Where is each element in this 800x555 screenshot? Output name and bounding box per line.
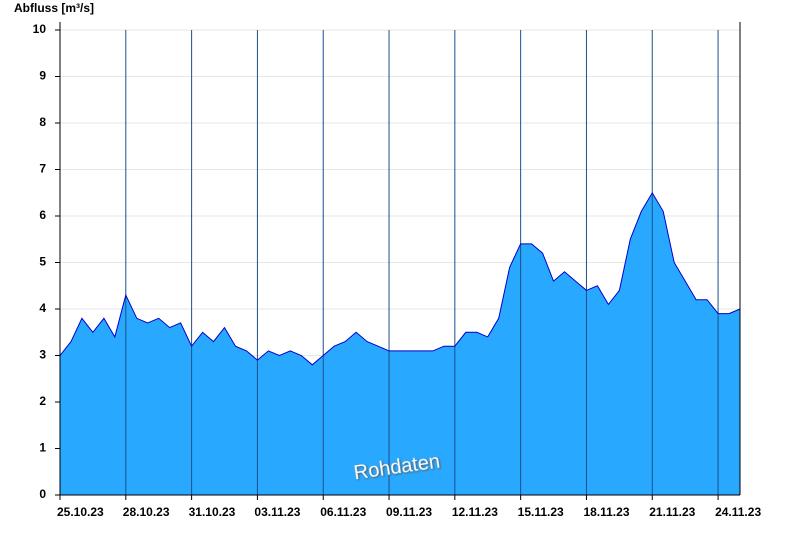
y-tick-label: 6 xyxy=(39,208,46,222)
y-tick-label: 1 xyxy=(39,441,46,455)
y-tick-label: 4 xyxy=(39,301,46,315)
x-tick-label: 03.11.23 xyxy=(254,505,300,519)
x-tick-label: 15.11.23 xyxy=(518,505,564,519)
y-tick-label: 3 xyxy=(39,348,46,362)
y-tick-label: 7 xyxy=(39,162,46,176)
x-tick-label: 21.11.23 xyxy=(649,505,695,519)
x-tick-label: 12.11.23 xyxy=(452,505,498,519)
y-axis-label: Abfluss [m³/s] xyxy=(14,1,94,15)
y-tick-label: 0 xyxy=(39,487,46,501)
y-tick-label: 9 xyxy=(39,69,46,83)
x-tick-label: 09.11.23 xyxy=(386,505,432,519)
area xyxy=(60,192,740,496)
y-tick-label: 2 xyxy=(39,394,46,408)
y-tick-label: 10 xyxy=(33,22,47,36)
x-tick-label: 18.11.23 xyxy=(583,505,629,519)
x-tick-label: 24.11.23 xyxy=(715,505,761,519)
x-tick-label: 25.10.23 xyxy=(57,505,104,519)
x-tick-label: 28.10.23 xyxy=(123,505,170,519)
x-tick-label: 06.11.23 xyxy=(320,505,366,519)
line xyxy=(59,191,741,366)
y-tick-label: 5 xyxy=(39,255,46,269)
y-tick-label: 8 xyxy=(39,115,46,129)
x-tick-label: 31.10.23 xyxy=(189,505,236,519)
